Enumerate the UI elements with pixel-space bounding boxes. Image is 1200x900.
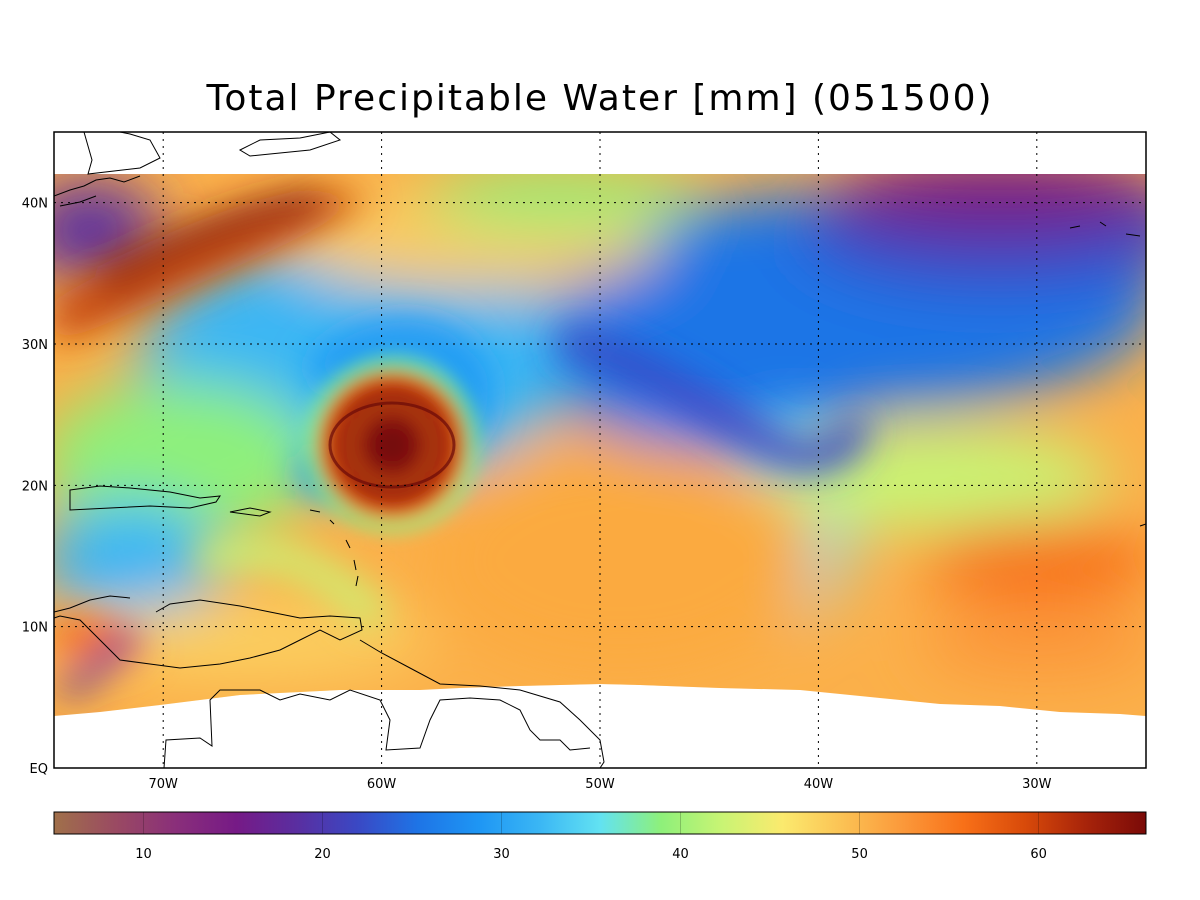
lon-axis-labels: 70W 60W 50W 40W 30W: [148, 777, 1051, 792]
lat-tick-label: 30N: [22, 338, 48, 353]
lat-axis-labels: EQ 10N 20N 30N 40N: [22, 197, 48, 777]
grid-lines: [54, 132, 1146, 768]
colorbar-tick-label: 30: [493, 847, 510, 862]
lat-tick-label: 10N: [22, 621, 48, 636]
lat-tick-label: 20N: [22, 479, 48, 494]
lon-tick-label: 50W: [585, 777, 615, 792]
lon-tick-label: 60W: [367, 777, 397, 792]
plot-frame: [53, 131, 1147, 769]
tpw-field: [54, 174, 1146, 716]
coastlines: [54, 132, 1146, 768]
colorbar: [53, 811, 1147, 835]
colorbar-tick-label: 10: [135, 847, 152, 862]
lon-tick-label: 70W: [148, 777, 178, 792]
colorbar-tick-label: 50: [851, 847, 868, 862]
lat-tick-label: EQ: [30, 762, 48, 777]
colorbar-tick-label: 40: [672, 847, 689, 862]
colorbar-tick-label: 60: [1030, 847, 1047, 862]
lon-tick-label: 40W: [804, 777, 834, 792]
colorbar-tick-label: 20: [314, 847, 331, 862]
lon-tick-label: 30W: [1022, 777, 1052, 792]
lat-tick-label: 40N: [22, 197, 48, 212]
colorbar-ticks: 10 20 30 40 50 60: [135, 812, 1047, 862]
chart-title: Total Precipitable Water [mm] (051500): [206, 78, 994, 119]
